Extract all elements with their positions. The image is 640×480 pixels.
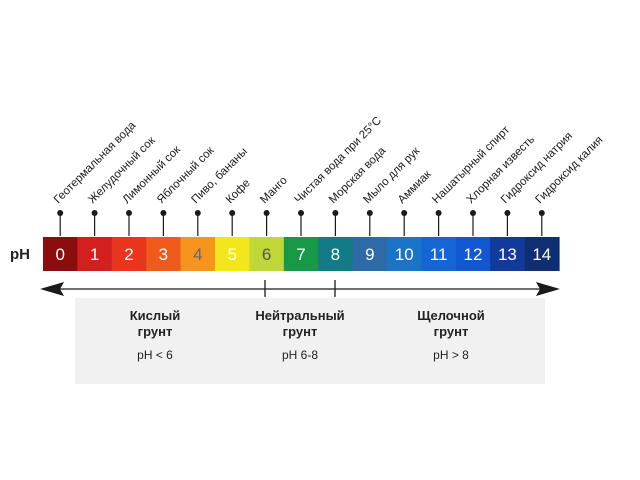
ph-cell-color: [421, 237, 457, 271]
ph-cell-color: [111, 237, 147, 271]
ph-cell-number: 11: [430, 245, 448, 264]
zone-acidic-title-2: грунт: [138, 324, 173, 339]
ph-cell-number: 1: [90, 245, 99, 264]
substance-label: Гидроксид калия: [533, 134, 605, 206]
zone-alkaline-title: Щелочной: [417, 308, 485, 323]
ph-cell-color: [249, 237, 285, 271]
ph-cell-0: 0: [43, 237, 78, 271]
ph-cell-number: 6: [262, 245, 271, 264]
zone-acidic: Кислый грунт pH < 6: [130, 308, 181, 362]
ph-cell-number: 10: [395, 245, 414, 264]
ph-cell-6: 6: [249, 237, 285, 271]
ph-cell-color: [490, 237, 526, 271]
zone-neutral-title: Нейтральный: [255, 308, 344, 323]
pin-dot: [366, 210, 373, 216]
ph-cell-number: 2: [124, 245, 133, 264]
ph-cell-color: [146, 237, 182, 271]
pin-dot: [298, 210, 304, 216]
ph-cell-number: 0: [55, 245, 64, 264]
ph-cell-number: 4: [193, 245, 202, 264]
ph-cell-1: 1: [77, 237, 113, 271]
ph-cell-color: [180, 237, 216, 271]
ph-cell-number: 13: [498, 245, 517, 264]
ph-cell-color: [215, 237, 250, 271]
ph-cell-color: [77, 237, 113, 271]
ph-cell-color: [352, 237, 388, 271]
ph-cell-8: 8: [318, 237, 354, 271]
ph-cell-color: [524, 237, 560, 271]
ph-cell-number: 5: [227, 245, 236, 264]
substance-label: Кофе: [224, 177, 253, 206]
arrow-right-head: [536, 282, 560, 296]
ph-cell-4: 4: [180, 237, 216, 271]
ph-cell-3: 3: [146, 237, 182, 271]
ph-color-scale: 0 1 2 3 4 5 6 7 8 9 10 11 12 13 14: [43, 237, 560, 271]
ph-cell-color: [318, 237, 354, 271]
pin-dot: [435, 210, 442, 216]
ph-cell-number: 12: [464, 245, 483, 264]
ph-cell-13: 13: [490, 237, 526, 271]
pin-dot: [194, 210, 201, 216]
ph-cell-number: 3: [159, 245, 168, 264]
pin-dot: [160, 210, 167, 216]
ph-cell-9: 9: [352, 237, 388, 271]
ph-cell-color: [283, 237, 319, 271]
pin-dot: [263, 210, 270, 216]
range-arrow: [40, 280, 560, 297]
substance-label: Манго: [258, 174, 290, 206]
pin-dot: [126, 210, 132, 216]
zone-alkaline-range: pH > 8: [433, 348, 469, 362]
ph-cell-2: 2: [111, 237, 147, 271]
ph-cell-number: 14: [532, 245, 551, 264]
zone-alkaline-title-2: грунт: [434, 324, 469, 339]
ph-cell-color: [43, 237, 78, 271]
ph-axis-label: pH: [10, 246, 30, 263]
pin-dot: [538, 210, 545, 216]
pin-dot: [401, 210, 408, 216]
pin-dot: [332, 210, 339, 216]
pin-dot: [504, 210, 511, 216]
ph-cell-number: 7: [296, 245, 305, 264]
ph-cell-color: [455, 237, 491, 271]
ph-cell-number: 8: [331, 245, 340, 264]
ph-cell-12: 12: [455, 237, 491, 271]
ph-cell-10: 10: [387, 237, 422, 271]
zone-neutral-range: pH 6-8: [282, 348, 318, 362]
pin-dot: [57, 210, 64, 216]
ph-cell-14: 14: [524, 237, 560, 271]
arrow-left-head: [40, 282, 64, 296]
zone-alkaline: Щелочной грунт pH > 8: [417, 308, 485, 362]
zone-neutral: Нейтральный грунт pH 6-8: [255, 308, 344, 362]
ph-cell-color: [387, 237, 422, 271]
ph-cell-number: 9: [365, 245, 374, 264]
ph-cell-11: 11: [421, 237, 457, 271]
zone-acidic-title: Кислый: [130, 308, 181, 323]
zone-neutral-title-2: грунт: [283, 324, 318, 339]
zone-background: [75, 298, 545, 384]
substance-pins: [57, 210, 545, 236]
zone-acidic-range: pH < 6: [137, 348, 173, 362]
pin-dot: [91, 210, 98, 216]
ph-cell-5: 5: [215, 237, 250, 271]
pin-dot: [229, 210, 236, 216]
ph-cell-7: 7: [283, 237, 319, 271]
pin-dot: [470, 210, 476, 216]
